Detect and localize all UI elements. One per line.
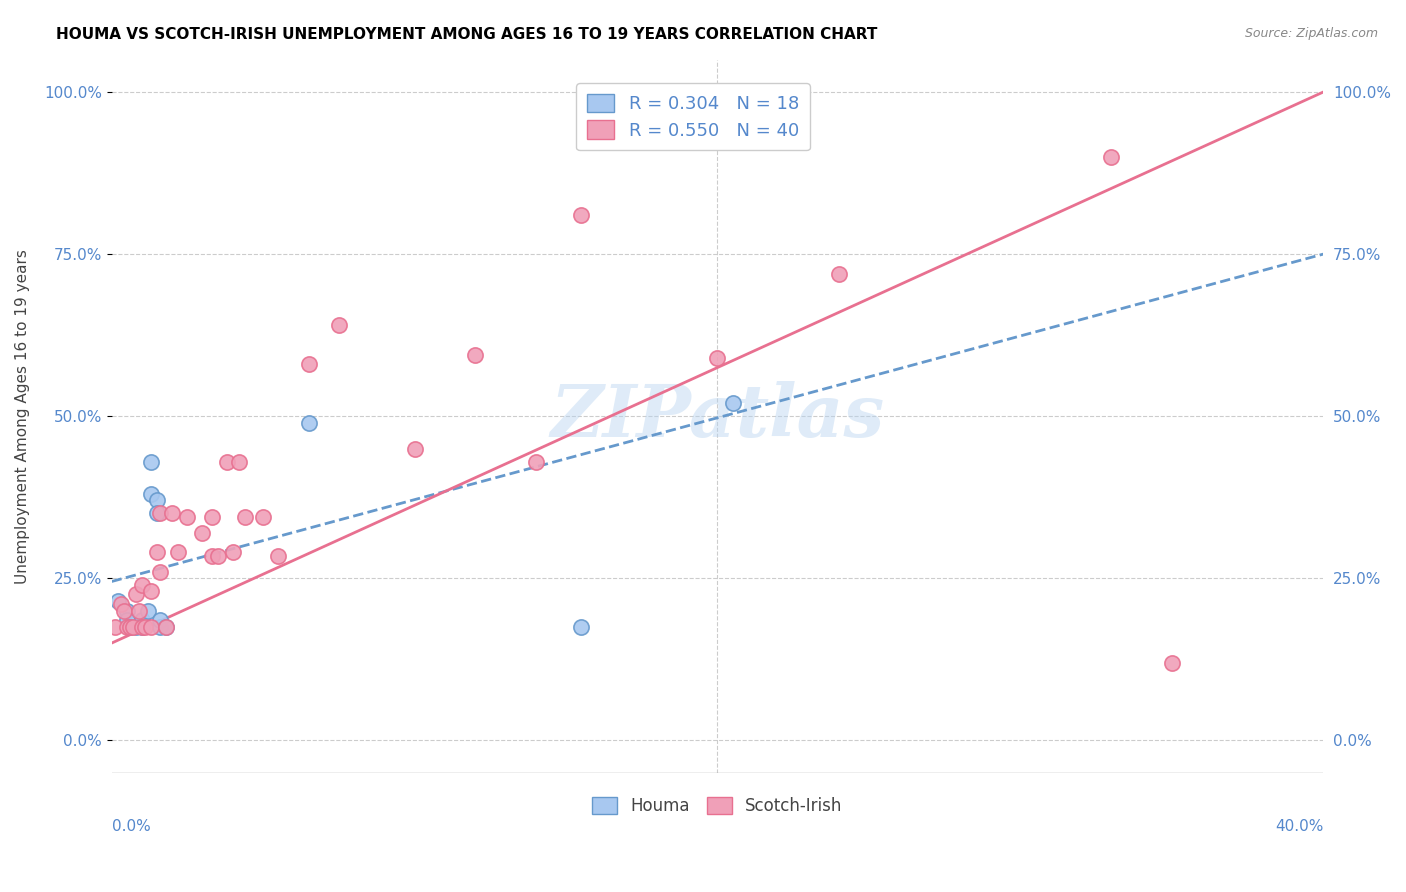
Point (149, 507, 172, 521)
Point (464, 348, 486, 362)
Point (215, 454, 238, 468)
Point (115, 604, 138, 618)
Point (115, 614, 138, 628)
Point (233, 509, 256, 524)
Point (167, 545, 190, 559)
Point (328, 318, 350, 333)
Text: HOUMA VS SCOTCH-IRISH UNEMPLOYMENT AMONG AGES 16 TO 19 YEARS CORRELATION CHART: HOUMA VS SCOTCH-IRISH UNEMPLOYMENT AMONG… (56, 27, 877, 42)
Point (134, 620, 156, 634)
Point (149, 565, 172, 579)
Point (149, 614, 172, 628)
Point (191, 525, 214, 540)
Point (297, 416, 319, 430)
Point (146, 493, 169, 508)
Point (207, 549, 229, 563)
Point (121, 620, 143, 634)
Point (131, 620, 153, 634)
Point (139, 487, 162, 501)
Point (136, 604, 159, 618)
Point (131, 620, 153, 634)
Point (112, 604, 135, 618)
Point (131, 614, 153, 628)
Point (125, 620, 148, 634)
Text: Source: ZipAtlas.com: Source: ZipAtlas.com (1244, 27, 1378, 40)
Point (569, 620, 592, 634)
Point (155, 620, 177, 634)
Point (524, 454, 547, 468)
Point (404, 442, 426, 456)
Point (139, 454, 162, 468)
Point (721, 396, 744, 410)
Point (131, 578, 153, 592)
Text: 40.0%: 40.0% (1275, 819, 1323, 834)
Point (155, 620, 177, 634)
Text: 0.0%: 0.0% (111, 819, 150, 834)
Point (118, 620, 141, 634)
Point (569, 208, 592, 222)
Legend: Houma, Scotch-Irish: Houma, Scotch-Irish (586, 790, 849, 822)
Point (1099, 150, 1122, 164)
Point (146, 507, 169, 521)
Point (297, 357, 319, 371)
Point (160, 507, 183, 521)
Point (104, 620, 127, 634)
Point (146, 545, 169, 559)
Point (139, 584, 162, 599)
Point (706, 351, 728, 365)
Point (222, 545, 245, 559)
Point (110, 597, 132, 611)
Point (115, 620, 138, 634)
Point (107, 594, 129, 608)
Text: ZIPatlas: ZIPatlas (550, 381, 884, 451)
Point (149, 620, 172, 634)
Point (200, 549, 222, 563)
Point (827, 267, 849, 281)
Point (118, 620, 141, 634)
Point (252, 509, 274, 524)
Point (228, 454, 250, 468)
Point (267, 549, 290, 563)
Point (125, 587, 148, 601)
Point (1160, 656, 1182, 670)
Point (128, 604, 150, 618)
Point (139, 620, 162, 634)
Point (176, 509, 198, 524)
Point (200, 509, 222, 524)
Y-axis label: Unemployment Among Ages 16 to 19 years: Unemployment Among Ages 16 to 19 years (15, 249, 30, 583)
